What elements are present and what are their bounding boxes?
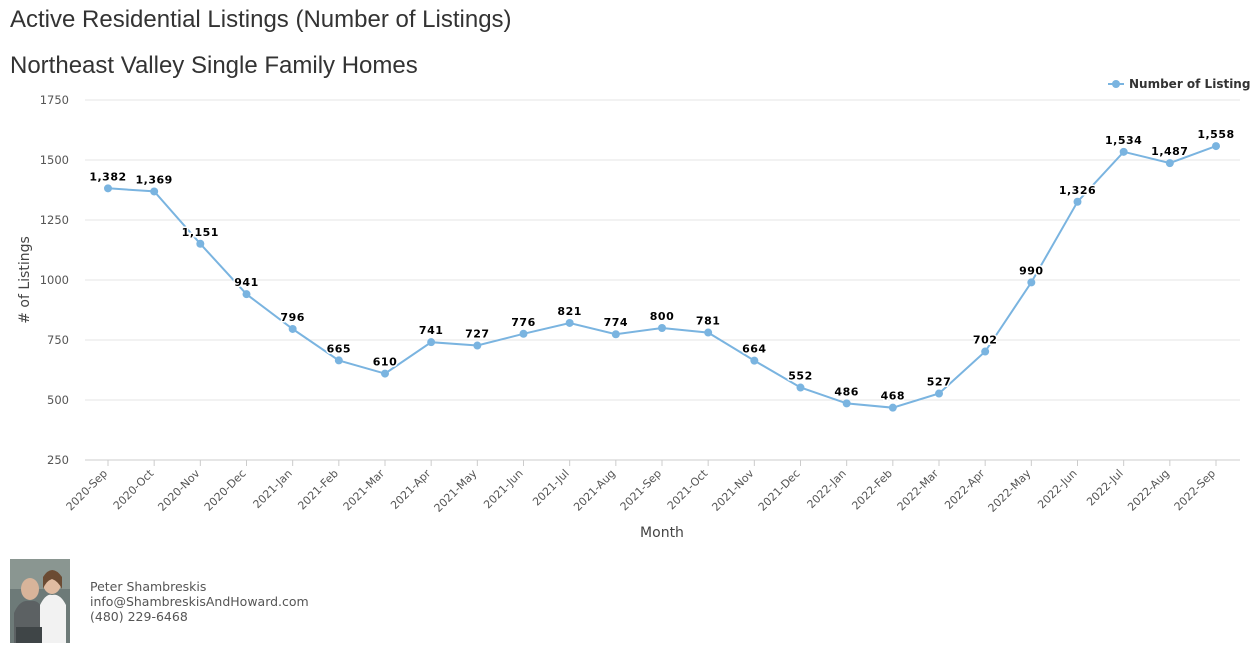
data-point (242, 290, 251, 299)
data-point (1212, 142, 1220, 151)
x-tick-label: 2020-Dec (202, 467, 249, 514)
x-tick-label: 2022-Jun (1035, 467, 1079, 511)
data-point (427, 338, 436, 347)
data-label: 796 (280, 311, 304, 324)
agent-phone: (480) 229-6468 (90, 609, 188, 624)
y-tick-label: 1750 (40, 93, 69, 107)
y-tick-label: 750 (47, 333, 69, 347)
x-tick-label: 2020-Sep (64, 467, 110, 513)
data-label: 776 (511, 316, 535, 329)
data-point (334, 356, 343, 365)
data-point (519, 329, 528, 338)
data-point (888, 403, 897, 412)
data-label: 1,487 (1151, 145, 1188, 158)
agent-name: Peter Shambreskis (90, 579, 207, 594)
data-label: 468 (881, 390, 905, 403)
data-label: 527 (927, 376, 951, 389)
data-point (658, 324, 666, 332)
data-label: 702 (973, 334, 997, 347)
data-label: 990 (1019, 264, 1043, 277)
data-label: 821 (557, 305, 581, 318)
x-tick-label: 2020-Oct (111, 466, 157, 512)
x-tick-label: 2021-Dec (756, 467, 803, 514)
x-tick-label: 2021-Mar (341, 467, 388, 514)
data-label: 941 (234, 276, 258, 289)
x-tick-label: 2021-Apr (388, 467, 433, 512)
y-tick-label: 500 (47, 393, 69, 407)
x-tick-label: 2021-May (432, 467, 480, 515)
x-tick-label: 2022-Jan (805, 467, 849, 511)
legend-label: Number of Listings (1129, 77, 1250, 91)
agent-email[interactable]: info@ShambreskisAndHoward.com (90, 594, 309, 609)
x-tick-label: 2022-May (986, 467, 1034, 515)
data-label: 664 (742, 343, 766, 356)
y-tick-label: 1250 (40, 213, 69, 227)
data-label: 665 (327, 342, 351, 355)
data-point (842, 399, 851, 408)
data-point (1119, 147, 1128, 156)
data-label: 774 (604, 316, 628, 329)
data-point (796, 383, 805, 392)
x-tick-label: 2022-Feb (849, 467, 895, 513)
x-tick-label: 2021-Jul (530, 467, 572, 509)
data-label: 552 (788, 370, 812, 383)
data-label: 610 (373, 356, 397, 369)
x-tick-label: 2021-Jan (251, 467, 295, 511)
x-tick-label: 2022-Jul (1084, 467, 1126, 509)
agent-contact: Peter Shambreskis info@ShambreskisAndHow… (90, 579, 309, 624)
data-label: 800 (650, 310, 674, 323)
x-tick-label: 2021-Nov (709, 467, 756, 514)
legend-marker (1112, 80, 1120, 88)
data-point (104, 184, 112, 193)
data-label: 1,151 (182, 226, 219, 239)
data-label: 741 (419, 324, 443, 337)
data-point (935, 389, 943, 398)
data-point (611, 330, 620, 339)
y-tick-label: 1500 (40, 153, 69, 167)
data-point (150, 187, 159, 196)
data-point (196, 239, 205, 248)
series-line (107, 145, 1217, 409)
x-tick-label: 2021-Feb (295, 467, 341, 513)
chart-title: Active Residential Listings (Number of L… (10, 6, 512, 33)
y-tick-label: 1000 (40, 273, 69, 287)
data-point (565, 318, 574, 327)
data-label: 781 (696, 315, 720, 328)
data-label: 1,369 (136, 173, 173, 186)
data-label: 727 (465, 328, 489, 341)
x-axis-title: Month (640, 525, 684, 541)
agent-photo (10, 559, 70, 643)
data-point (750, 356, 759, 365)
y-axis-title: # of Listings (17, 236, 33, 324)
data-point (1073, 197, 1082, 206)
x-tick-label: 2020-Nov (155, 467, 202, 514)
x-tick-label: 2022-Apr (942, 467, 987, 512)
data-label: 1,326 (1059, 184, 1096, 197)
x-tick-label: 2022-Sep (1172, 467, 1218, 513)
x-tick-label: 2021-Oct (665, 466, 711, 512)
data-point (981, 347, 990, 356)
x-tick-label: 2021-Sep (618, 467, 664, 513)
chart-subtitle: Northeast Valley Single Family Homes (10, 52, 418, 79)
x-tick-label: 2022-Aug (1125, 467, 1172, 514)
data-point (1027, 278, 1036, 287)
x-tick-label: 2022-Mar (895, 467, 942, 514)
y-tick-label: 250 (47, 453, 69, 467)
data-label: 486 (834, 385, 858, 398)
data-label: 1,558 (1197, 128, 1234, 141)
data-point (288, 324, 297, 333)
x-tick-label: 2021-Aug (571, 467, 618, 514)
x-tick-label: 2021-Jun (481, 467, 525, 511)
data-point (381, 369, 389, 378)
data-label: 1,534 (1105, 134, 1142, 147)
data-point (473, 341, 482, 350)
data-label: 1,382 (89, 170, 126, 183)
data-point (1165, 159, 1174, 168)
data-point (704, 328, 713, 337)
